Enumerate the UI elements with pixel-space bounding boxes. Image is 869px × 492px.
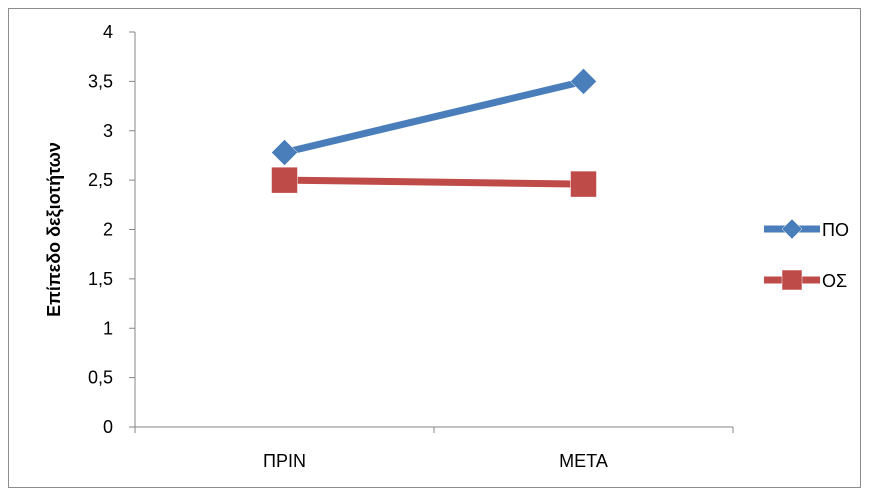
y-tick-label: 2 — [103, 220, 113, 240]
y-axis-title: Επίπεδο δεξιοτήτων — [44, 142, 65, 317]
x-axis: ΠΡΙΝ ΜΕΤΑ — [134, 426, 734, 471]
y-tick-label: 3 — [103, 121, 113, 141]
series-2 — [271, 166, 597, 198]
legend-item: ΟΣ — [764, 269, 847, 291]
data-point — [570, 170, 597, 198]
y-tick-label: 2,5 — [88, 170, 113, 190]
data-point — [271, 166, 298, 194]
series-layer — [271, 68, 597, 198]
legend-item: ΠΟ — [764, 218, 849, 240]
series-line — [281, 176, 587, 188]
diamond-marker-icon — [781, 218, 803, 240]
legend-label: ΠΟ — [822, 220, 849, 240]
y-tick-label: 1 — [103, 318, 113, 338]
series-1 — [271, 68, 597, 166]
x-tick-label: ΜΕΤΑ — [559, 451, 608, 471]
chart-area: 0 0,5 1 1,5 2 2,5 3 3,5 4 ΠΡΙΝ ΜΕΤΑ Επίπεδο δεξιο… — [8, 8, 861, 488]
y-tick-label: 0 — [103, 417, 113, 437]
x-tick-label: ΠΡΙΝ — [263, 451, 306, 471]
y-tick-label: 4 — [103, 22, 113, 42]
y-tick-label: 1,5 — [88, 269, 113, 289]
y-tick-label: 0,5 — [88, 368, 113, 388]
data-point — [271, 139, 298, 166]
legend-label: ΟΣ — [822, 271, 847, 291]
series-line — [281, 77, 587, 156]
square-marker-icon — [781, 269, 803, 291]
data-point — [570, 68, 597, 95]
line-chart: 0 0,5 1 1,5 2 2,5 3 3,5 4 ΠΡΙΝ ΜΕΤΑ Επίπεδο δεξιο… — [44, 22, 849, 471]
y-tick-label: 3,5 — [88, 71, 113, 91]
legend: ΠΟ ΟΣ — [764, 218, 849, 291]
y-axis: 0 0,5 1 1,5 2 2,5 3 3,5 4 — [88, 22, 136, 437]
